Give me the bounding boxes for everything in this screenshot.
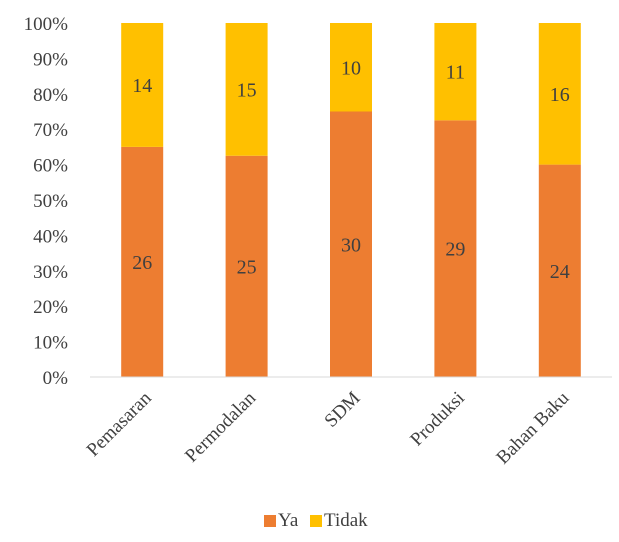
legend-label: Tidak <box>324 510 368 531</box>
y-tick-label: 80% <box>33 85 68 106</box>
data-labels: 26 14 25 15 30 10 29 11 24 16 <box>132 57 570 283</box>
y-tick-label: 70% <box>33 120 68 141</box>
y-tick-label: 50% <box>33 191 68 212</box>
legend-swatch <box>310 515 322 527</box>
legend-label: Ya <box>278 510 299 531</box>
legend-swatch <box>264 515 276 527</box>
y-tick-label: 100% <box>24 14 69 35</box>
y-axis-ticks: 0% 10% 20% 30% 40% 50% 60% 70% 80% 90% 100% <box>24 14 69 389</box>
y-tick-label: 0% <box>43 368 69 389</box>
category-label: Pemasaran <box>83 387 156 460</box>
legend: Ya Tidak <box>264 510 368 531</box>
y-tick-label: 90% <box>33 49 68 70</box>
y-tick-label: 10% <box>33 333 68 354</box>
data-label: 29 <box>445 239 465 261</box>
data-label: 11 <box>446 62 465 84</box>
bar-segment-ya <box>330 111 372 377</box>
data-label: 26 <box>132 252 152 274</box>
bar-segment-tidak <box>225 23 268 156</box>
bar-segment-tidak <box>330 23 372 112</box>
bars <box>121 23 581 377</box>
data-label: 24 <box>550 261 570 283</box>
bar-segment-tidak <box>538 23 581 165</box>
bar-segment-ya <box>225 155 268 377</box>
y-tick-label: 30% <box>33 262 68 283</box>
category-labels: Pemasaran Permodalan SDM Produksi Bahan Baku <box>83 387 574 468</box>
data-label: 25 <box>237 256 257 278</box>
y-tick-label: 40% <box>33 226 68 247</box>
category-label: Produksi <box>406 388 469 451</box>
data-label: 30 <box>341 234 361 256</box>
data-label: 15 <box>237 79 257 101</box>
bar-segment-ya <box>121 146 164 377</box>
bar-segment-ya <box>538 164 581 377</box>
category-label: SDM <box>321 388 365 432</box>
category-label: Bahan Baku <box>492 387 573 468</box>
bar-segment-ya <box>434 120 477 377</box>
data-label: 14 <box>132 75 152 97</box>
bar-segment-tidak <box>434 23 477 121</box>
y-tick-label: 60% <box>33 156 68 177</box>
category-label: Permodalan <box>181 387 260 466</box>
bar-segment-tidak <box>121 23 164 147</box>
data-label: 10 <box>341 57 361 79</box>
data-label: 16 <box>550 84 570 106</box>
y-tick-label: 20% <box>33 297 68 318</box>
